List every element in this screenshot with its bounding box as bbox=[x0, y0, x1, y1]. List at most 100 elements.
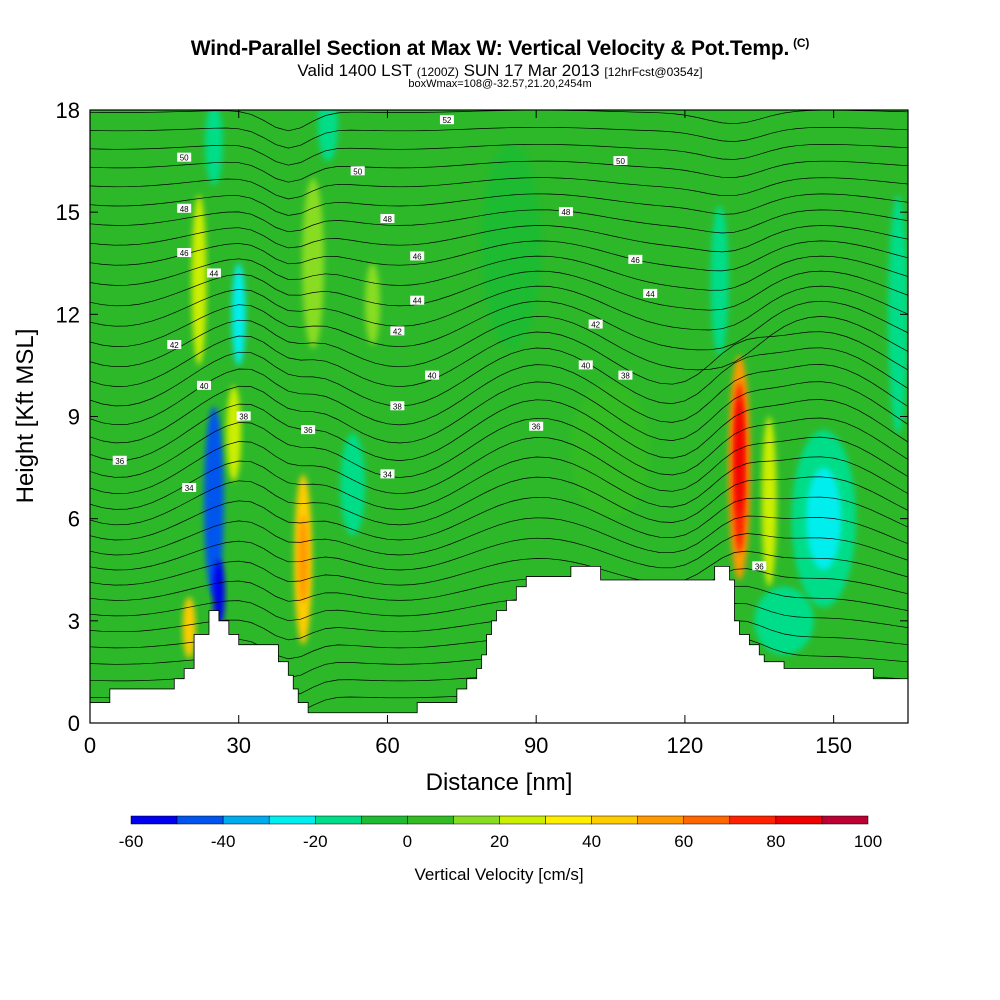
contour-label-15: 42 bbox=[588, 319, 603, 330]
x-tick-label-2: 60 bbox=[375, 733, 399, 758]
isentrope-line-9 bbox=[90, 515, 908, 556]
plot-area: 52 50 50 50 48 48 48 46 46 46 44 44 44 42 42 42 40 40 40 38… bbox=[90, 110, 908, 723]
velocity-cell-19 bbox=[710, 205, 729, 356]
isentrope-line-5 bbox=[90, 585, 908, 622]
contour-label-text-18: 40 bbox=[581, 361, 590, 370]
contour-label-16: 40 bbox=[197, 380, 212, 391]
contour-label-19: 38 bbox=[236, 411, 251, 422]
isentrope-line-29 bbox=[90, 177, 908, 200]
colorbar-bin-11 bbox=[637, 815, 684, 825]
colorbar-bin-15 bbox=[821, 815, 869, 825]
x-axis: 0 30 60 90 120 150 bbox=[84, 110, 852, 758]
isentrope-line-6 bbox=[90, 568, 908, 602]
colorbar-bin-3 bbox=[268, 815, 316, 825]
colorbar-bin-9 bbox=[545, 815, 592, 825]
isentrope-line-17 bbox=[90, 364, 908, 426]
contour-label-text-16: 40 bbox=[200, 382, 209, 391]
contour-label-23: 36 bbox=[301, 425, 316, 435]
isentrope-line-20 bbox=[90, 316, 908, 371]
contour-label-6: 48 bbox=[558, 207, 573, 217]
isentrope-line-23 bbox=[90, 270, 908, 311]
isentrope-line-12 bbox=[90, 456, 908, 510]
y-tick-label-3: 9 bbox=[68, 405, 80, 430]
isentrope-line-21 bbox=[90, 300, 908, 351]
contour-label-text-22: 36 bbox=[115, 457, 124, 466]
contour-label-text-3: 50 bbox=[616, 157, 625, 166]
contour-label-text-2: 50 bbox=[353, 167, 362, 176]
contour-label-text-25: 34 bbox=[185, 484, 194, 493]
contour-label-text-8: 46 bbox=[413, 252, 422, 261]
contour-label-text-15: 42 bbox=[591, 321, 600, 330]
velocity-cell-23 bbox=[318, 110, 338, 162]
colorbar-bin-4 bbox=[315, 815, 362, 825]
contour-label-text-20: 38 bbox=[393, 402, 402, 411]
velocity-field bbox=[182, 110, 908, 659]
colorbar-label-1: -40 bbox=[211, 832, 236, 851]
box-wmax-info: boxWmax=108@-32.57,21.20,2454m bbox=[408, 78, 592, 90]
contour-label-3: 50 bbox=[613, 156, 628, 166]
utc-time: (1200Z) bbox=[416, 65, 459, 79]
contour-label-text-12: 44 bbox=[646, 290, 655, 299]
colorbar-bin-0 bbox=[130, 815, 178, 825]
valid-date: SUN 17 Mar 2013 bbox=[463, 61, 600, 80]
contour-label-text-5: 48 bbox=[383, 215, 392, 224]
contour-label-text-1: 50 bbox=[180, 154, 189, 163]
contour-label-text-0: 52 bbox=[442, 116, 451, 125]
x-tick-label-1: 30 bbox=[226, 733, 250, 758]
velocity-cell-4 bbox=[231, 263, 246, 366]
contour-label-text-21: 38 bbox=[621, 372, 630, 381]
isentrope-line-22 bbox=[90, 285, 908, 331]
contour-label-text-9: 46 bbox=[631, 256, 640, 265]
colorbar-title: Vertical Velocity [cm/s] bbox=[414, 865, 583, 884]
x-axis-title: Distance [nm] bbox=[426, 769, 573, 796]
isentrope-line-28 bbox=[90, 193, 908, 216]
colorbar-bin-12 bbox=[683, 815, 731, 825]
contour-label-13: 42 bbox=[167, 339, 182, 350]
velocity-cell-5 bbox=[205, 110, 223, 185]
colorbar-bin-6 bbox=[407, 815, 454, 825]
y-tick-label-1: 3 bbox=[68, 609, 80, 634]
y-tick-label-6: 18 bbox=[56, 98, 80, 123]
colorbar-label-5: 40 bbox=[582, 832, 601, 851]
velocity-cell-3 bbox=[191, 195, 207, 366]
y-tick-label-5: 15 bbox=[56, 200, 80, 225]
y-tick-label-4: 12 bbox=[56, 302, 80, 327]
contour-label-text-27: 36 bbox=[755, 562, 764, 571]
y-axis-title: Height [Kft MSL] bbox=[12, 329, 39, 504]
contour-label-12: 44 bbox=[643, 288, 658, 299]
contour-label-text-23: 36 bbox=[304, 426, 313, 435]
colorbar-label-4: 20 bbox=[490, 832, 509, 851]
contour-label-text-11: 44 bbox=[413, 297, 422, 306]
contour-label-9: 46 bbox=[628, 254, 643, 265]
contour-label-text-14: 42 bbox=[393, 327, 402, 336]
colorbar-label-6: 60 bbox=[674, 832, 693, 851]
colorbar-bin-13 bbox=[729, 815, 777, 825]
contour-label-26: 34 bbox=[380, 469, 395, 479]
velocity-cell-10 bbox=[365, 263, 381, 345]
colorbar-label-8: 100 bbox=[854, 832, 882, 851]
contour-label-10: 44 bbox=[206, 268, 221, 278]
contour-label-7: 46 bbox=[177, 248, 192, 258]
contour-label-text-7: 46 bbox=[180, 249, 189, 258]
copyright-mark: (C) bbox=[793, 36, 810, 50]
colorbar-label-2: -20 bbox=[303, 832, 328, 851]
isentrope-contours bbox=[90, 110, 908, 715]
velocity-cell-2 bbox=[226, 385, 242, 482]
x-tick-label-4: 120 bbox=[667, 733, 704, 758]
contour-label-text-10: 44 bbox=[209, 269, 218, 278]
contour-label-20: 38 bbox=[390, 401, 405, 411]
colorbar-bin-7 bbox=[453, 815, 500, 825]
velocity-cell-21 bbox=[481, 144, 542, 349]
isentrope-line-26 bbox=[90, 225, 908, 253]
contour-label-text-13: 42 bbox=[170, 341, 179, 350]
isentrope-line-10 bbox=[90, 496, 908, 541]
colorbar-label-7: 80 bbox=[766, 832, 785, 851]
y-tick-label-0: 0 bbox=[68, 711, 80, 736]
velocity-cell-22 bbox=[570, 382, 651, 519]
velocity-cell-9 bbox=[302, 178, 324, 349]
velocity-cell-11 bbox=[340, 433, 366, 536]
isentrope-line-16 bbox=[90, 381, 908, 444]
velocity-cell-18 bbox=[754, 586, 814, 655]
